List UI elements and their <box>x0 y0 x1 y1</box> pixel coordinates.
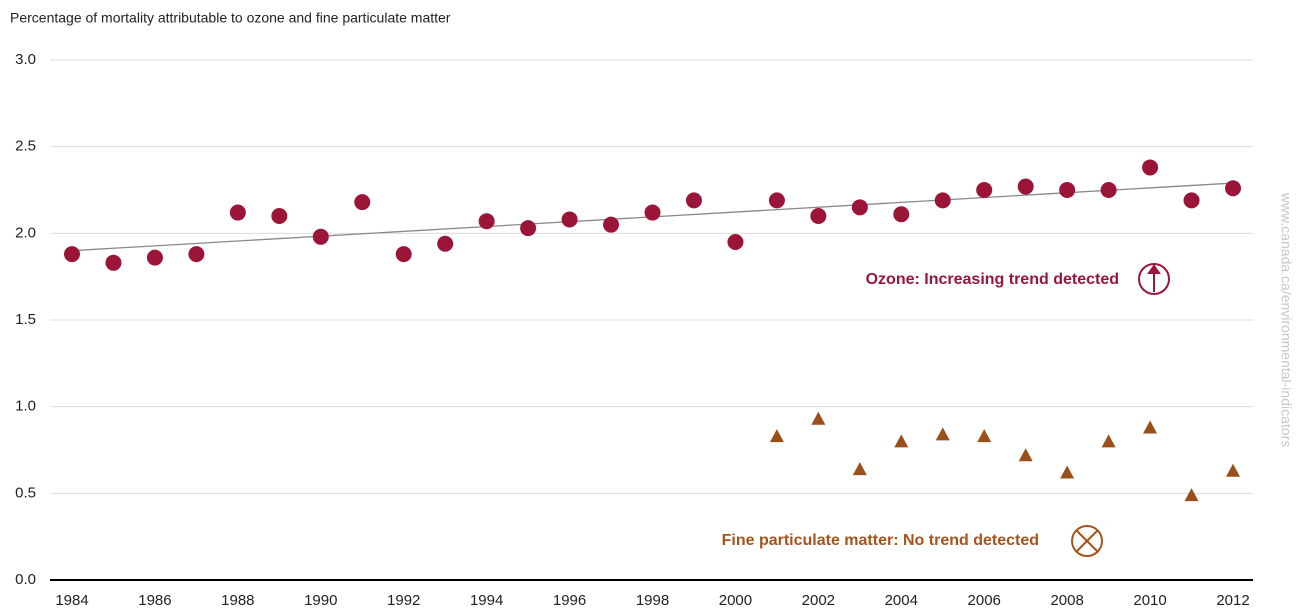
triangle-point <box>1018 448 1033 462</box>
circle-point <box>1017 178 1034 195</box>
y-tick-label: 0.5 <box>15 484 36 501</box>
triangle-point <box>935 427 950 441</box>
x-tick-label: 1990 <box>304 592 337 609</box>
circle-point <box>685 192 702 209</box>
y-tick-label: 1.5 <box>15 311 36 328</box>
circle-point <box>768 192 785 209</box>
annotation: Fine particulate matter: No trend detect… <box>722 532 1039 549</box>
circle-point <box>851 199 868 216</box>
circle-point <box>976 182 993 198</box>
circle-point <box>1183 192 1200 209</box>
x-tick-label: 1992 <box>387 592 420 609</box>
triangle-point <box>852 462 867 476</box>
x-tick-label: 2012 <box>1216 592 1249 609</box>
x-tick-label: 2002 <box>802 592 835 609</box>
circle-point <box>229 204 246 221</box>
x-tick-label: 2008 <box>1050 592 1083 609</box>
circle-point <box>644 204 661 221</box>
triangle-point <box>1101 434 1116 448</box>
circle-point <box>354 194 371 211</box>
triangle-point <box>1226 463 1240 477</box>
x-tick-label: 1994 <box>470 592 503 609</box>
triangle-point <box>1143 420 1158 434</box>
circle-point <box>893 206 910 223</box>
chart-title: Percentage of mortality attributable to … <box>10 10 451 26</box>
triangle-point <box>769 429 784 443</box>
circle-point <box>934 192 951 209</box>
source-watermark: www.canada.ca/environmental-indicators <box>1278 192 1294 447</box>
circle-point <box>271 208 288 224</box>
x-tick-label: 1988 <box>221 592 254 609</box>
circle-point <box>727 234 744 250</box>
circle-point <box>312 228 329 245</box>
x-tick-label: 2000 <box>719 592 752 609</box>
triangle-point <box>811 411 826 425</box>
no-trend-icon <box>1071 525 1103 557</box>
y-tick-label: 2.5 <box>15 138 36 155</box>
x-tick-label: 1996 <box>553 592 586 609</box>
circle-point <box>520 220 537 237</box>
x-tick-label: 2010 <box>1133 592 1166 609</box>
circle-point <box>437 235 454 252</box>
circle-point <box>603 216 620 233</box>
annotation: Ozone: Increasing trend detected <box>866 271 1119 288</box>
circle-point <box>478 213 495 230</box>
x-tick-label: 1998 <box>636 592 669 609</box>
x-tick-label: 2006 <box>968 592 1001 609</box>
x-tick-label: 2004 <box>885 592 918 609</box>
circle-point <box>1142 159 1159 176</box>
y-tick-label: 0.0 <box>15 571 36 588</box>
x-tick-label: 1984 <box>55 592 88 609</box>
x-tick-label: 1986 <box>138 592 171 609</box>
circle-point <box>146 249 163 266</box>
circle-point <box>395 246 412 263</box>
circle-point <box>810 208 827 224</box>
triangle-point <box>977 429 992 443</box>
triangle-point <box>1060 465 1075 479</box>
triangle-point <box>1184 488 1199 502</box>
circle-point <box>188 246 205 263</box>
circle-point <box>1225 180 1241 197</box>
y-tick-label: 3.0 <box>15 51 36 68</box>
circle-point <box>1100 182 1117 198</box>
increase-icon <box>1138 263 1170 295</box>
triangle-point <box>894 434 909 448</box>
circle-point <box>561 211 578 228</box>
y-tick-label: 2.0 <box>15 224 36 241</box>
circle-point <box>105 254 122 271</box>
y-tick-label: 1.0 <box>15 398 36 415</box>
circle-point <box>64 246 80 263</box>
circle-point <box>1059 182 1076 198</box>
